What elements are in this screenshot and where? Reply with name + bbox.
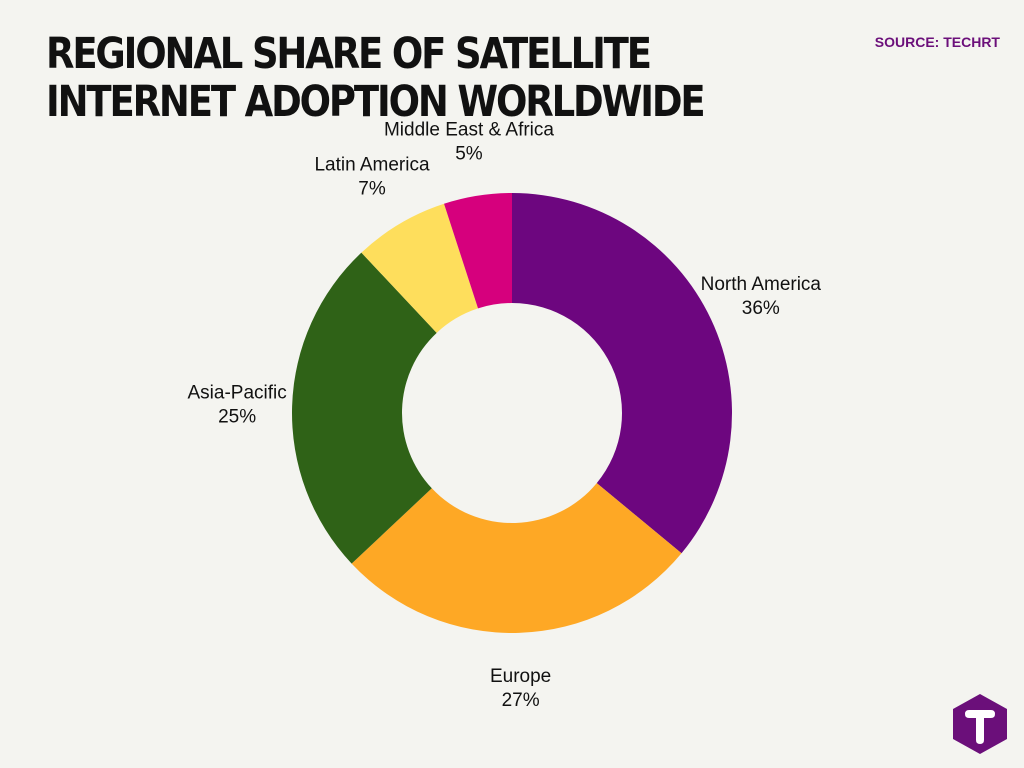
- slice-label-value: 27%: [502, 690, 540, 711]
- slice-latin-america[interactable]: [361, 203, 479, 333]
- slice-europe[interactable]: [351, 483, 682, 633]
- slice-label-value: 5%: [455, 143, 483, 164]
- logo-letter-t: [965, 710, 995, 744]
- slice-label-asia-pacific: Asia-Pacific 25%: [188, 382, 287, 427]
- slice-label-name: Europe: [490, 666, 551, 687]
- slice-asia-pacific[interactable]: [292, 252, 437, 564]
- slice-label-value: 25%: [218, 406, 256, 427]
- slice-label-value: 7%: [358, 178, 386, 199]
- slice-label-name: Asia-Pacific: [188, 382, 287, 403]
- slice-label-europe: Europe 27%: [490, 666, 551, 711]
- slice-middle-east-and-africa[interactable]: [444, 193, 512, 309]
- slice-label-north-america: North America 36%: [701, 274, 822, 319]
- slice-label-value: 36%: [742, 298, 780, 319]
- slice-label-middle-east-and-africa: Middle East & Africa 5%: [384, 119, 554, 164]
- slice-label-name: Middle East & Africa: [384, 119, 554, 140]
- slice-label-name: Latin America: [314, 154, 430, 175]
- source-label: SOURCE: TECHRT: [874, 34, 1000, 50]
- chart-title: REGIONAL SHARE OF SATELLITE INTERNET ADO…: [46, 29, 706, 127]
- slice-label-name: North America: [701, 274, 822, 295]
- slice-label-latin-america: Latin America 7%: [314, 154, 430, 199]
- slice-north-america[interactable]: [512, 193, 732, 554]
- techrt-logo-icon: [953, 694, 1007, 754]
